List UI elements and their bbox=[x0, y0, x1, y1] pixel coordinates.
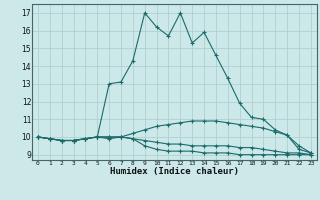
X-axis label: Humidex (Indice chaleur): Humidex (Indice chaleur) bbox=[110, 167, 239, 176]
